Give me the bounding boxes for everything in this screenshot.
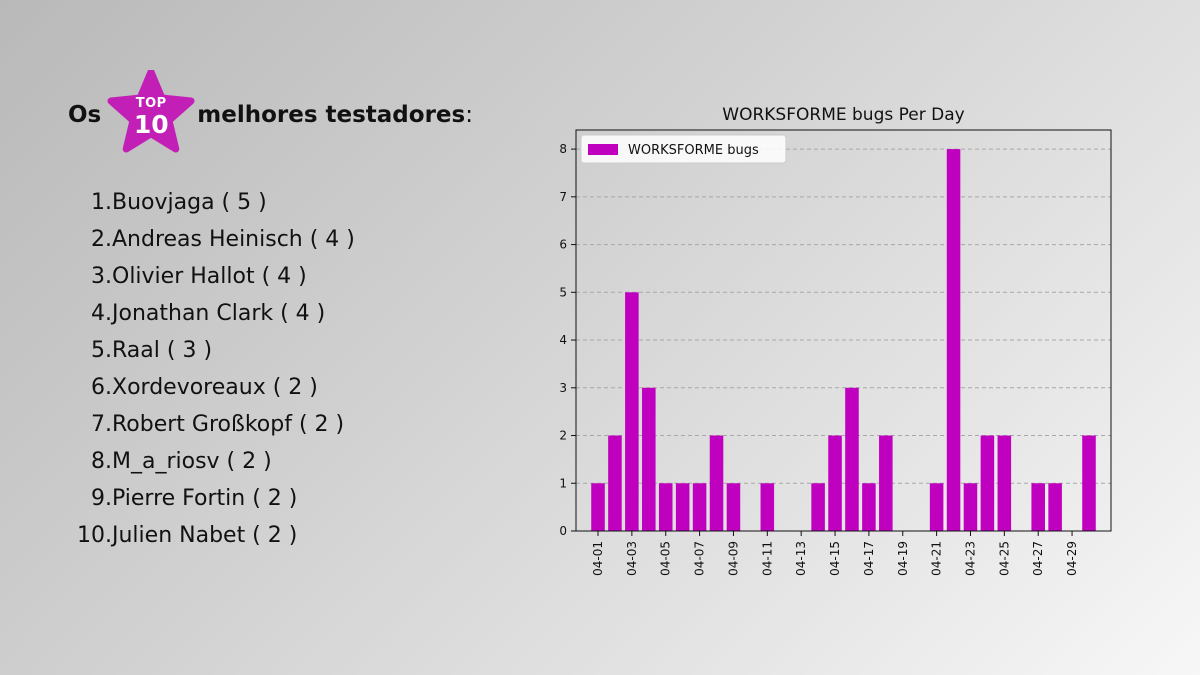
ranking-item: 7. Robert Großkopf ( 2 ) — [72, 406, 355, 443]
bar — [1048, 483, 1062, 531]
ranking-item: 1. Buovjaga ( 5 ) — [72, 184, 355, 221]
bar — [692, 483, 707, 531]
y-tick-label: 2 — [559, 429, 567, 443]
headline: Os TOP 10 melhores testadores: — [68, 70, 473, 160]
x-tick-label: 04-01 — [591, 541, 605, 576]
y-tick-label: 4 — [559, 333, 567, 347]
ranking-item: 8. M_a_riosv ( 2 ) — [72, 443, 355, 480]
rank-number: 6. — [91, 375, 112, 400]
plot-frame — [575, 129, 1112, 532]
rank-number: 10. — [77, 523, 112, 548]
gridlines — [576, 148, 1111, 484]
bar — [811, 483, 825, 531]
tester-name: Buovjaga ( 5 ) — [112, 190, 267, 215]
bar — [642, 387, 656, 531]
tester-name: Raal ( 3 ) — [112, 338, 213, 363]
ranking-item: 9. Pierre Fortin ( 2 ) — [72, 480, 355, 517]
bar — [1082, 435, 1096, 531]
x-tick-label: 04-21 — [930, 541, 944, 576]
ranking-list: 1. Buovjaga ( 5 ) 2. Andreas Heinisch ( 4 … — [72, 184, 355, 554]
headline-prefix: Os — [68, 102, 102, 128]
y-tick-label: 3 — [559, 381, 567, 395]
x-tick-label: 04-05 — [659, 541, 673, 576]
ranking-item: 2. Andreas Heinisch ( 4 ) — [72, 221, 355, 258]
rank-number: 2. — [91, 227, 112, 252]
x-tick-label: 04-07 — [693, 541, 707, 576]
bar — [980, 435, 995, 531]
tester-name: M_a_riosv ( 2 ) — [112, 449, 272, 474]
x-tick-label: 04-03 — [625, 541, 639, 576]
bar — [879, 435, 893, 531]
rank-number: 5. — [91, 338, 112, 363]
y-tick-label: 1 — [559, 476, 567, 490]
badge-top-text: TOP — [135, 96, 167, 111]
bar — [726, 483, 741, 531]
x-tick-label: 04-27 — [1031, 541, 1045, 576]
x-tick-label: 04-09 — [726, 541, 740, 576]
x-tick-label: 04-11 — [760, 541, 774, 576]
bar — [608, 435, 622, 531]
rank-number: 3. — [91, 264, 112, 289]
rank-number: 8. — [91, 449, 112, 474]
ranking-item: 3. Olivier Hallot ( 4 ) — [72, 258, 355, 295]
rank-number: 1. — [91, 190, 112, 215]
y-tick-label: 7 — [559, 190, 567, 204]
x-tick-label: 04-13 — [794, 541, 808, 576]
ranking-item: 5. Raal ( 3 ) — [72, 332, 355, 369]
bar — [591, 483, 605, 531]
x-tick-label: 04-19 — [896, 541, 910, 576]
bar — [997, 435, 1012, 531]
tester-name: Pierre Fortin ( 2 ) — [112, 486, 298, 511]
headline-suffix: melhores testadores — [197, 102, 466, 128]
bar — [760, 483, 775, 531]
y-tick-label: 8 — [559, 142, 567, 156]
tester-name: Julien Nabet ( 2 ) — [112, 523, 298, 548]
bar-series — [591, 149, 1096, 531]
rank-number: 9. — [91, 486, 112, 511]
ranking-item: 6. Xordevoreaux ( 2 ) — [72, 369, 355, 406]
legend-box — [580, 134, 787, 164]
chart-title: WORKSFORME bugs Per Day — [722, 105, 964, 125]
x-tick-label: 04-15 — [828, 541, 842, 576]
bar — [929, 483, 944, 531]
tester-name: Jonathan Clark ( 4 ) — [112, 301, 326, 326]
rank-number: 4. — [91, 301, 112, 326]
legend-swatch — [588, 144, 618, 155]
x-tick-label: 04-25 — [997, 541, 1011, 576]
bar — [1031, 483, 1045, 531]
bar — [658, 483, 673, 531]
tester-name: Robert Großkopf ( 2 ) — [112, 412, 345, 437]
headline-colon: : — [465, 102, 473, 128]
x-axis: 04-01 04-03 04-05 04-07 04-09 04-11 04-13 04-15… — [591, 531, 1079, 576]
bar — [946, 149, 961, 531]
x-tick-label: 04-23 — [963, 541, 977, 576]
tester-name: Olivier Hallot ( 4 ) — [112, 264, 307, 289]
x-tick-label: 04-29 — [1065, 541, 1079, 576]
y-tick-label: 0 — [559, 524, 567, 538]
bar — [862, 483, 876, 531]
y-tick-label: 6 — [559, 238, 567, 252]
tester-name: Andreas Heinisch ( 4 ) — [112, 227, 355, 252]
tester-name: Xordevoreaux ( 2 ) — [112, 375, 318, 400]
bar — [625, 292, 639, 531]
legend-label: WORKSFORME bugs — [628, 143, 759, 158]
ranking-item: 4. Jonathan Clark ( 4 ) — [72, 295, 355, 332]
rank-number: 7. — [91, 412, 112, 437]
bar — [845, 387, 859, 531]
y-axis: 0 1 2 3 4 5 6 7 8 — [559, 142, 576, 538]
badge-number: 10 — [133, 110, 169, 139]
y-tick-label: 5 — [559, 285, 567, 299]
bar — [675, 483, 690, 531]
chart-legend: WORKSFORME bugs — [580, 134, 787, 164]
top10-star-badge: TOP 10 — [103, 70, 199, 160]
x-tick-label: 04-17 — [862, 541, 876, 576]
bar — [709, 435, 724, 531]
bar — [828, 435, 842, 531]
star-icon — [107, 70, 195, 153]
bar — [963, 483, 978, 531]
ranking-item: 10. Julien Nabet ( 2 ) — [72, 517, 355, 554]
